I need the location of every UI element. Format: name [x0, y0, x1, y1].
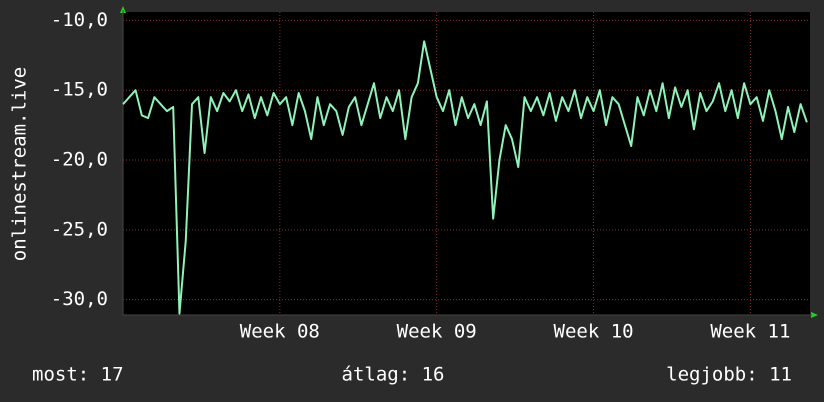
- y-tick-label: -20,0: [51, 149, 108, 171]
- y-tick-label: -25,0: [51, 218, 108, 240]
- plot-area: [123, 12, 810, 315]
- x-tick-label: Week 10: [554, 321, 634, 343]
- y-axis-label: onlinestream.live: [9, 67, 31, 261]
- footer-best: legjobb: 11: [666, 364, 792, 386]
- y-tick-label: -30,0: [51, 288, 108, 310]
- axis-arrow: [120, 6, 126, 13]
- y-tick-label: -10,0: [51, 9, 108, 31]
- footer-average: átlag: 16: [342, 364, 445, 386]
- x-tick-label: Week 11: [710, 321, 790, 343]
- y-tick-label: -15,0: [51, 79, 108, 101]
- x-tick-label: Week 09: [397, 321, 477, 343]
- data-line: [122, 40, 808, 315]
- footer-current: most: 17: [32, 364, 124, 386]
- x-tick-label: Week 08: [240, 321, 320, 343]
- axis-arrow: [811, 312, 818, 318]
